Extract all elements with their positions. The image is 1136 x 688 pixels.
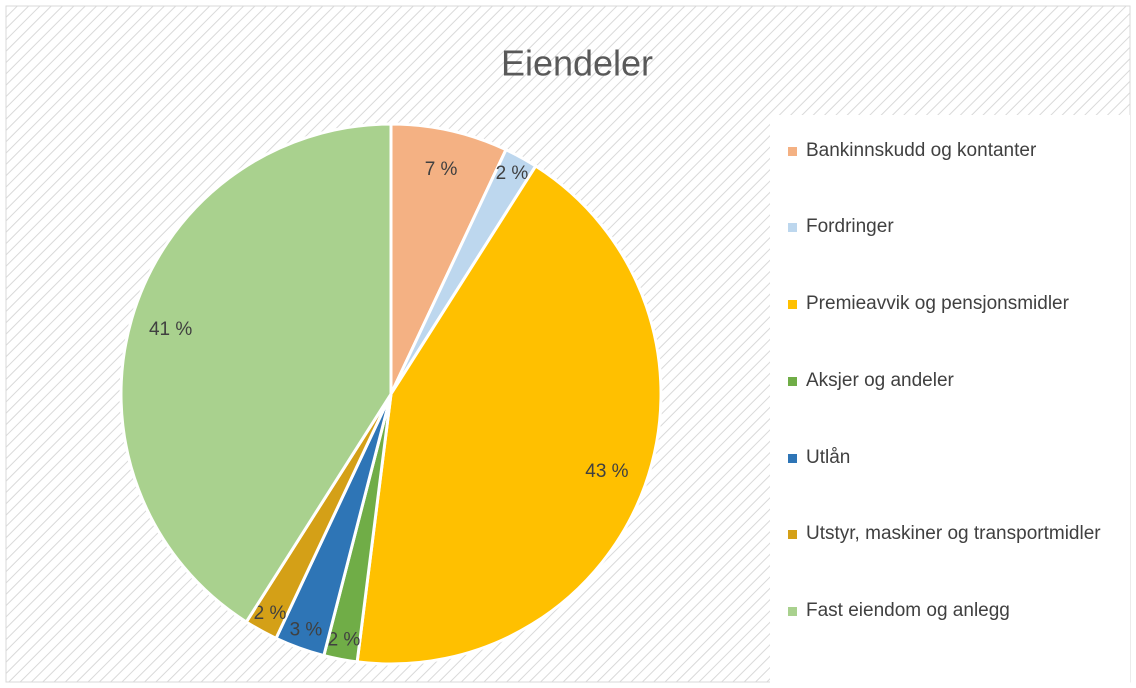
pie-slice bbox=[389, 122, 508, 395]
legend-item: Premieavvik og pensjonsmidler bbox=[788, 290, 1118, 318]
legend: Bankinnskudd og kontanter Fordringer Premi… bbox=[770, 115, 1130, 685]
data-label: 2 % bbox=[254, 603, 287, 624]
legend-swatch bbox=[788, 223, 797, 232]
pie: 7 % 2 %43 %2 %3 %2 %41 % bbox=[119, 122, 663, 666]
legend-label: Fordringer bbox=[806, 216, 894, 237]
legend-label: Utstyr, maskiner og transportmidler bbox=[806, 523, 1101, 544]
legend-label: Bankinnskudd og kontanter bbox=[806, 140, 1037, 161]
legend-swatch bbox=[788, 147, 797, 156]
data-label: 3 % bbox=[290, 619, 323, 640]
legend-swatch bbox=[788, 377, 797, 386]
legend-label: Premieavvik og pensjonsmidler bbox=[806, 293, 1069, 314]
legend-swatch bbox=[788, 530, 797, 539]
pie-slice bbox=[355, 163, 663, 666]
data-label: 2 % bbox=[496, 163, 529, 184]
legend-swatch bbox=[788, 454, 797, 463]
legend-item: Bankinnskudd og kontanter bbox=[788, 137, 1118, 165]
legend-item: Utlån bbox=[788, 444, 1118, 472]
legend-swatch bbox=[788, 607, 797, 616]
data-label: 43 % bbox=[585, 461, 628, 482]
data-label: 2 % bbox=[328, 630, 361, 651]
legend-item: Aksjer og andeler bbox=[788, 367, 1118, 395]
data-label: 41 % bbox=[149, 319, 192, 340]
legend-label: Fast eiendom og anlegg bbox=[806, 600, 1010, 621]
legend-label: Utlån bbox=[806, 447, 851, 468]
legend-label: Aksjer og andeler bbox=[806, 370, 954, 391]
legend-item: Fast eiendom og anlegg bbox=[788, 597, 1118, 625]
legend-item: Fordringer bbox=[788, 213, 1118, 241]
chart-title: Eiendeler bbox=[501, 43, 653, 84]
data-label: 7 % bbox=[425, 159, 458, 180]
pie-slice bbox=[119, 122, 393, 625]
legend-swatch bbox=[788, 300, 797, 309]
legend-item: Utstyr, maskiner og transportmidler bbox=[788, 520, 1118, 548]
